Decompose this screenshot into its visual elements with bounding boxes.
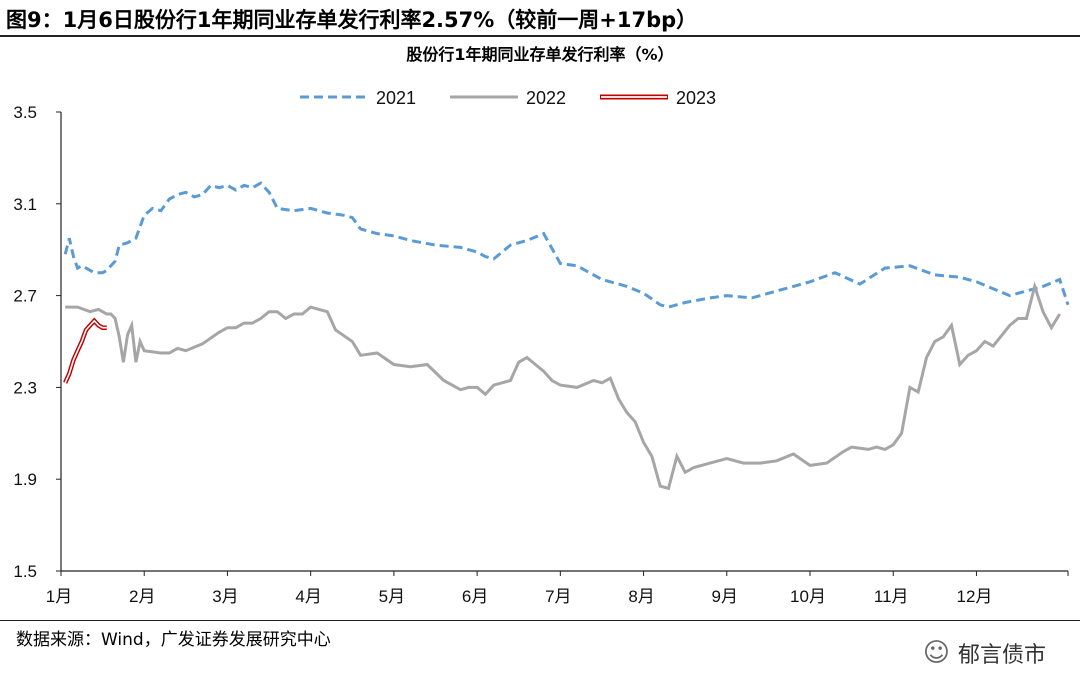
figure-title: 图9：1月6日股份行1年期同业存单发行利率2.57%（较前一周+17bp）	[6, 8, 698, 32]
legend-label-2022: 2022	[526, 88, 566, 108]
x-tick-label: 6月	[462, 587, 488, 606]
x-tick-label: 5月	[379, 587, 405, 606]
legend-label-2021: 2021	[376, 88, 416, 108]
wechat-icon: ☺	[922, 638, 950, 668]
series-line-2022	[65, 281, 1061, 491]
bottom-divider	[0, 620, 1080, 621]
y-tick-label: 2.7	[13, 287, 37, 306]
series-line-2023-inner	[64, 319, 107, 384]
y-tick-label: 3.5	[13, 103, 37, 122]
chart-title: 股份行1年期同业存单发行利率（%）	[406, 45, 674, 64]
x-tick-label: 11月	[874, 587, 909, 606]
series-line-2021	[63, 181, 1070, 309]
x-tick-label: 8月	[628, 587, 654, 606]
top-divider	[0, 35, 1080, 37]
y-tick-label: 1.9	[13, 470, 37, 489]
x-tick-label: 1月	[46, 587, 72, 606]
x-tick-label: 9月	[712, 587, 738, 606]
x-tick-label: 3月	[212, 587, 238, 606]
y-tick-label: 2.3	[13, 378, 37, 397]
x-tick-label: 10月	[790, 587, 826, 606]
x-tick-label: 7月	[545, 587, 571, 606]
legend: 2021 2022 2023	[300, 88, 716, 108]
data-source-note: 数据来源：Wind，广发证券发展研究中心	[16, 630, 331, 650]
legend-label-2023: 2023	[676, 88, 716, 108]
y-tick-label: 1.5	[13, 562, 37, 581]
x-tick-label: 2月	[129, 587, 155, 606]
y-tick-label: 3.1	[13, 195, 37, 214]
x-tick-label: 12月	[956, 587, 992, 606]
watermark-label: 郁言债市	[957, 643, 1046, 668]
watermark: ☺ 郁言债市	[923, 637, 1046, 669]
x-tick-label: 4月	[295, 587, 321, 606]
line-chart: 3.5 3.1 2.7 2.3 1.9 1.5 1月 2月 3月 4月 5月 6月 7月 8月 9月 10月 1…	[13, 88, 1070, 606]
series-lines	[63, 181, 1070, 491]
axes: 3.5 3.1 2.7 2.3 1.9 1.5 1月 2月 3月 4月 5月 6月 7月 8月 9月 10月 1…	[13, 103, 1069, 606]
